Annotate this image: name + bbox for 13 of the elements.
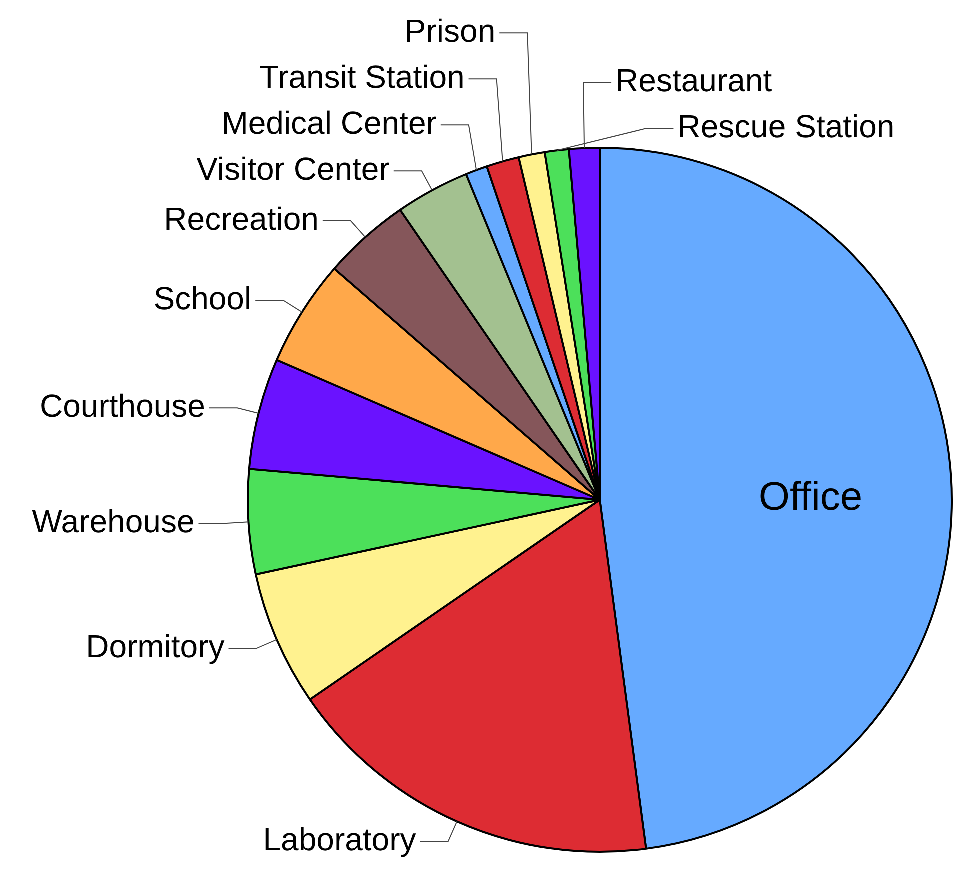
slice-label: Restaurant xyxy=(616,62,772,99)
slice-label: Office xyxy=(758,474,863,519)
slice-label: Rescue Station xyxy=(678,108,895,145)
slice-label: Dormitory xyxy=(86,628,225,664)
slice-label: School xyxy=(154,280,252,316)
slice-label: Warehouse xyxy=(32,503,195,540)
slice-label: Visitor Center xyxy=(196,150,390,187)
slice-label: Transit Station xyxy=(260,58,465,95)
slice-label: Courthouse xyxy=(40,388,206,424)
slice-label: Prison xyxy=(404,12,496,49)
slice-label: Medical Center xyxy=(222,104,438,141)
slice-label: Recreation xyxy=(164,200,319,237)
slice-label: Laboratory xyxy=(263,822,416,858)
